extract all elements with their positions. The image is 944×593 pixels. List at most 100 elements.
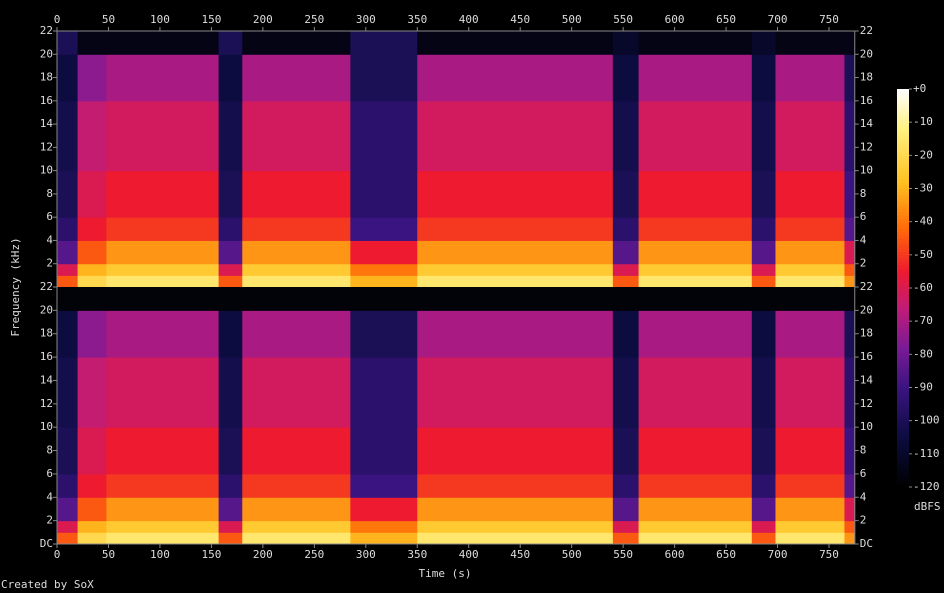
- colorbar-step: [897, 404, 909, 408]
- x-tick-label-top: 300: [356, 13, 376, 26]
- colorbar-step: [897, 92, 909, 97]
- y-tick-label: 22: [40, 24, 53, 37]
- spectrogram-cell: [77, 240, 107, 265]
- y-tick-label: 20: [40, 47, 53, 60]
- spectrogram-cell: [638, 497, 753, 522]
- spectrogram-cell: [106, 170, 220, 218]
- spectrogram-cell: [844, 427, 856, 475]
- y-tick-label-right: 18: [860, 327, 873, 340]
- x-tick-label-top: 350: [407, 13, 427, 26]
- colorbar-step: [897, 142, 909, 146]
- x-tick-label: 250: [304, 548, 324, 561]
- spectrogram-cell: [612, 275, 640, 288]
- spectrogram-cell: [638, 263, 753, 276]
- spectrogram-cell: [844, 170, 856, 218]
- spectrogram-cell: [106, 31, 220, 55]
- colorbar-step: [897, 354, 909, 359]
- colorbar-step: [897, 158, 909, 163]
- x-tick-label-top: 150: [201, 13, 221, 26]
- spectrogram-cell: [751, 310, 776, 358]
- spectrogram-cell: [77, 217, 107, 241]
- colorbar-step: [897, 218, 909, 223]
- spectrogram-cell: [417, 54, 614, 102]
- spectrogram-cell: [57, 287, 79, 311]
- spectrogram-cell: [844, 54, 856, 102]
- colorbar-step: [897, 195, 909, 199]
- y-tick-label-right: 14: [860, 117, 874, 130]
- spectrogram-cell: [242, 287, 351, 311]
- colorbar-tick-label: -80: [913, 347, 933, 360]
- spectrogram-cell: [77, 520, 107, 533]
- colorbar-step: [897, 191, 909, 196]
- spectrogram-cell: [775, 263, 845, 276]
- spectrogram-cell: [57, 427, 79, 475]
- colorbar-step: [897, 188, 909, 193]
- spectrogram-cell: [417, 275, 614, 288]
- colorbar-step: [897, 244, 909, 249]
- spectrogram-cell: [77, 497, 107, 522]
- spectrogram-cell: [218, 263, 243, 276]
- colorbar-tick-label: -20: [913, 148, 933, 161]
- spectrogram-cell: [218, 532, 243, 545]
- spectrogram-cell: [77, 357, 107, 428]
- spectrogram-cell: [844, 520, 856, 533]
- spectrogram-cell: [751, 520, 776, 533]
- colorbar-tick-label: -60: [913, 281, 933, 294]
- spectrogram-cell: [638, 532, 753, 545]
- x-tick-label: 200: [253, 548, 273, 561]
- colorbar-step: [897, 251, 909, 256]
- spectrogram-cell: [612, 310, 640, 358]
- y-tick-label-right: 16: [860, 94, 873, 107]
- spectrogram-cell: [350, 310, 418, 358]
- colorbar-tick-label: -10: [913, 115, 933, 128]
- spectrogram-cell: [638, 357, 753, 428]
- x-tick-label-top: 400: [459, 13, 479, 26]
- spectrogram-cell: [612, 54, 640, 102]
- spectrogram-cell: [57, 263, 79, 276]
- colorbar-step: [897, 460, 909, 465]
- spectrogram-cell: [106, 240, 220, 265]
- x-axis-label: Time (s): [419, 567, 472, 580]
- spectrogram-cell: [417, 497, 614, 522]
- colorbar-step: [897, 304, 909, 309]
- colorbar-step: [897, 261, 909, 266]
- colorbar-step: [897, 171, 909, 176]
- colorbar-step: [897, 108, 909, 113]
- spectrogram-cell: [242, 497, 351, 522]
- colorbar-step: [897, 161, 909, 166]
- spectrogram-cell: [751, 240, 776, 265]
- y-tick-label: 2: [46, 514, 53, 527]
- colorbar-step: [897, 380, 909, 385]
- spectrogram-cell: [751, 217, 776, 241]
- colorbar-step: [897, 115, 909, 120]
- x-tick-label-top: 650: [716, 13, 736, 26]
- spectrogram-cell: [775, 170, 845, 218]
- spectrogram-cell: [218, 520, 243, 533]
- spectrogram-cell: [57, 497, 79, 522]
- x-tick-label-top: 750: [819, 13, 839, 26]
- y-tick-label: 16: [40, 350, 53, 363]
- x-tick-label: 750: [819, 548, 839, 561]
- colorbar-step: [897, 311, 909, 316]
- spectrogram-cell: [775, 310, 845, 358]
- credit: Created by SoX: [1, 578, 94, 591]
- colorbar-step: [897, 248, 909, 253]
- colorbar-tick-label: -50: [913, 248, 933, 261]
- spectrogram-cell: [417, 310, 614, 358]
- colorbar-step: [897, 394, 909, 398]
- spectrogram-cell: [57, 473, 79, 498]
- colorbar-step: [897, 185, 909, 189]
- spectrogram-cell: [106, 473, 220, 498]
- colorbar-step: [897, 357, 909, 362]
- colorbar-tick-label: -120: [913, 480, 940, 493]
- spectrogram-cell: [106, 310, 220, 358]
- colorbar-step: [897, 224, 909, 229]
- spectrogram-cell: [106, 287, 220, 311]
- spectrogram-cell: [350, 287, 418, 311]
- y-tick-label: 6: [46, 467, 53, 480]
- spectrogram-cell: [775, 54, 845, 102]
- spectrogram-cell: [106, 357, 220, 428]
- spectrogram-cell: [218, 427, 243, 475]
- spectrogram-cell: [417, 520, 614, 533]
